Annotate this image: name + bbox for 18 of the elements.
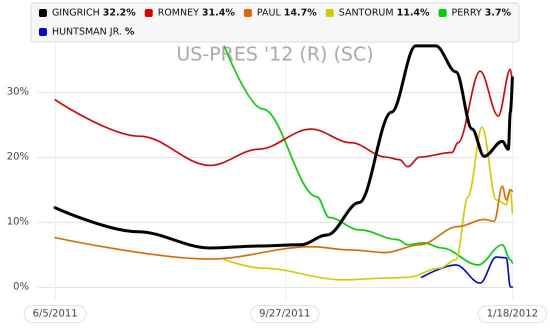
legend-label: GINGRICH 32.2% xyxy=(52,8,136,18)
x-tick-label: 9/27/2011 xyxy=(259,308,310,320)
y-tick-label: 0% xyxy=(13,282,29,292)
line-series xyxy=(420,256,514,288)
x-tick-label: 1/18/2012 xyxy=(486,308,538,320)
legend-label: PERRY 3.7% xyxy=(452,8,512,18)
legend-label: PAUL 14.7% xyxy=(256,8,318,18)
legend-label: SANTORUM 11.4% xyxy=(338,8,430,18)
legend-label: ROMNEY 31.4% xyxy=(158,8,236,18)
line-series xyxy=(54,44,514,250)
x-tick-label: 6/5/2011 xyxy=(32,308,78,320)
line-series xyxy=(54,185,514,260)
y-tick-label: 10% xyxy=(6,216,29,228)
y-tick-label: 20% xyxy=(6,152,29,162)
line-series xyxy=(224,126,514,281)
legend-label: HUNTSMAN JR. % xyxy=(52,26,135,38)
y-tick-label: 30% xyxy=(6,86,29,98)
line-series xyxy=(54,68,514,168)
